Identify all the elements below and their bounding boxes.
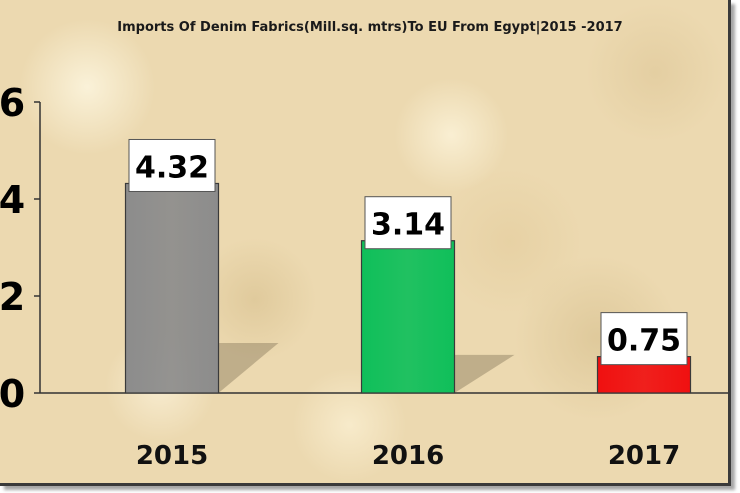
data-label: 4.32 — [135, 150, 209, 185]
x-category-label: 2015 — [136, 441, 208, 471]
data-label-box — [364, 196, 452, 250]
data-label-box — [600, 312, 688, 366]
x-category-label: 2016 — [372, 441, 444, 471]
bar-2015 — [124, 182, 220, 394]
bar-2016 — [360, 240, 456, 394]
y-tick-label: 2 — [0, 275, 25, 319]
y-tick-label: 6 — [0, 81, 25, 125]
data-label: 0.75 — [607, 324, 681, 359]
y-tick-label: 4 — [0, 178, 25, 222]
x-category-label: 2017 — [608, 441, 680, 471]
chart-title: Imports Of Denim Fabrics(Mill.sq. mtrs)T… — [117, 20, 623, 35]
bar-shadow — [218, 343, 279, 393]
bar-shadow — [454, 354, 515, 393]
data-label: 3.14 — [371, 208, 445, 243]
y-tick-label: 0 — [0, 372, 25, 416]
data-label-box — [128, 138, 216, 192]
